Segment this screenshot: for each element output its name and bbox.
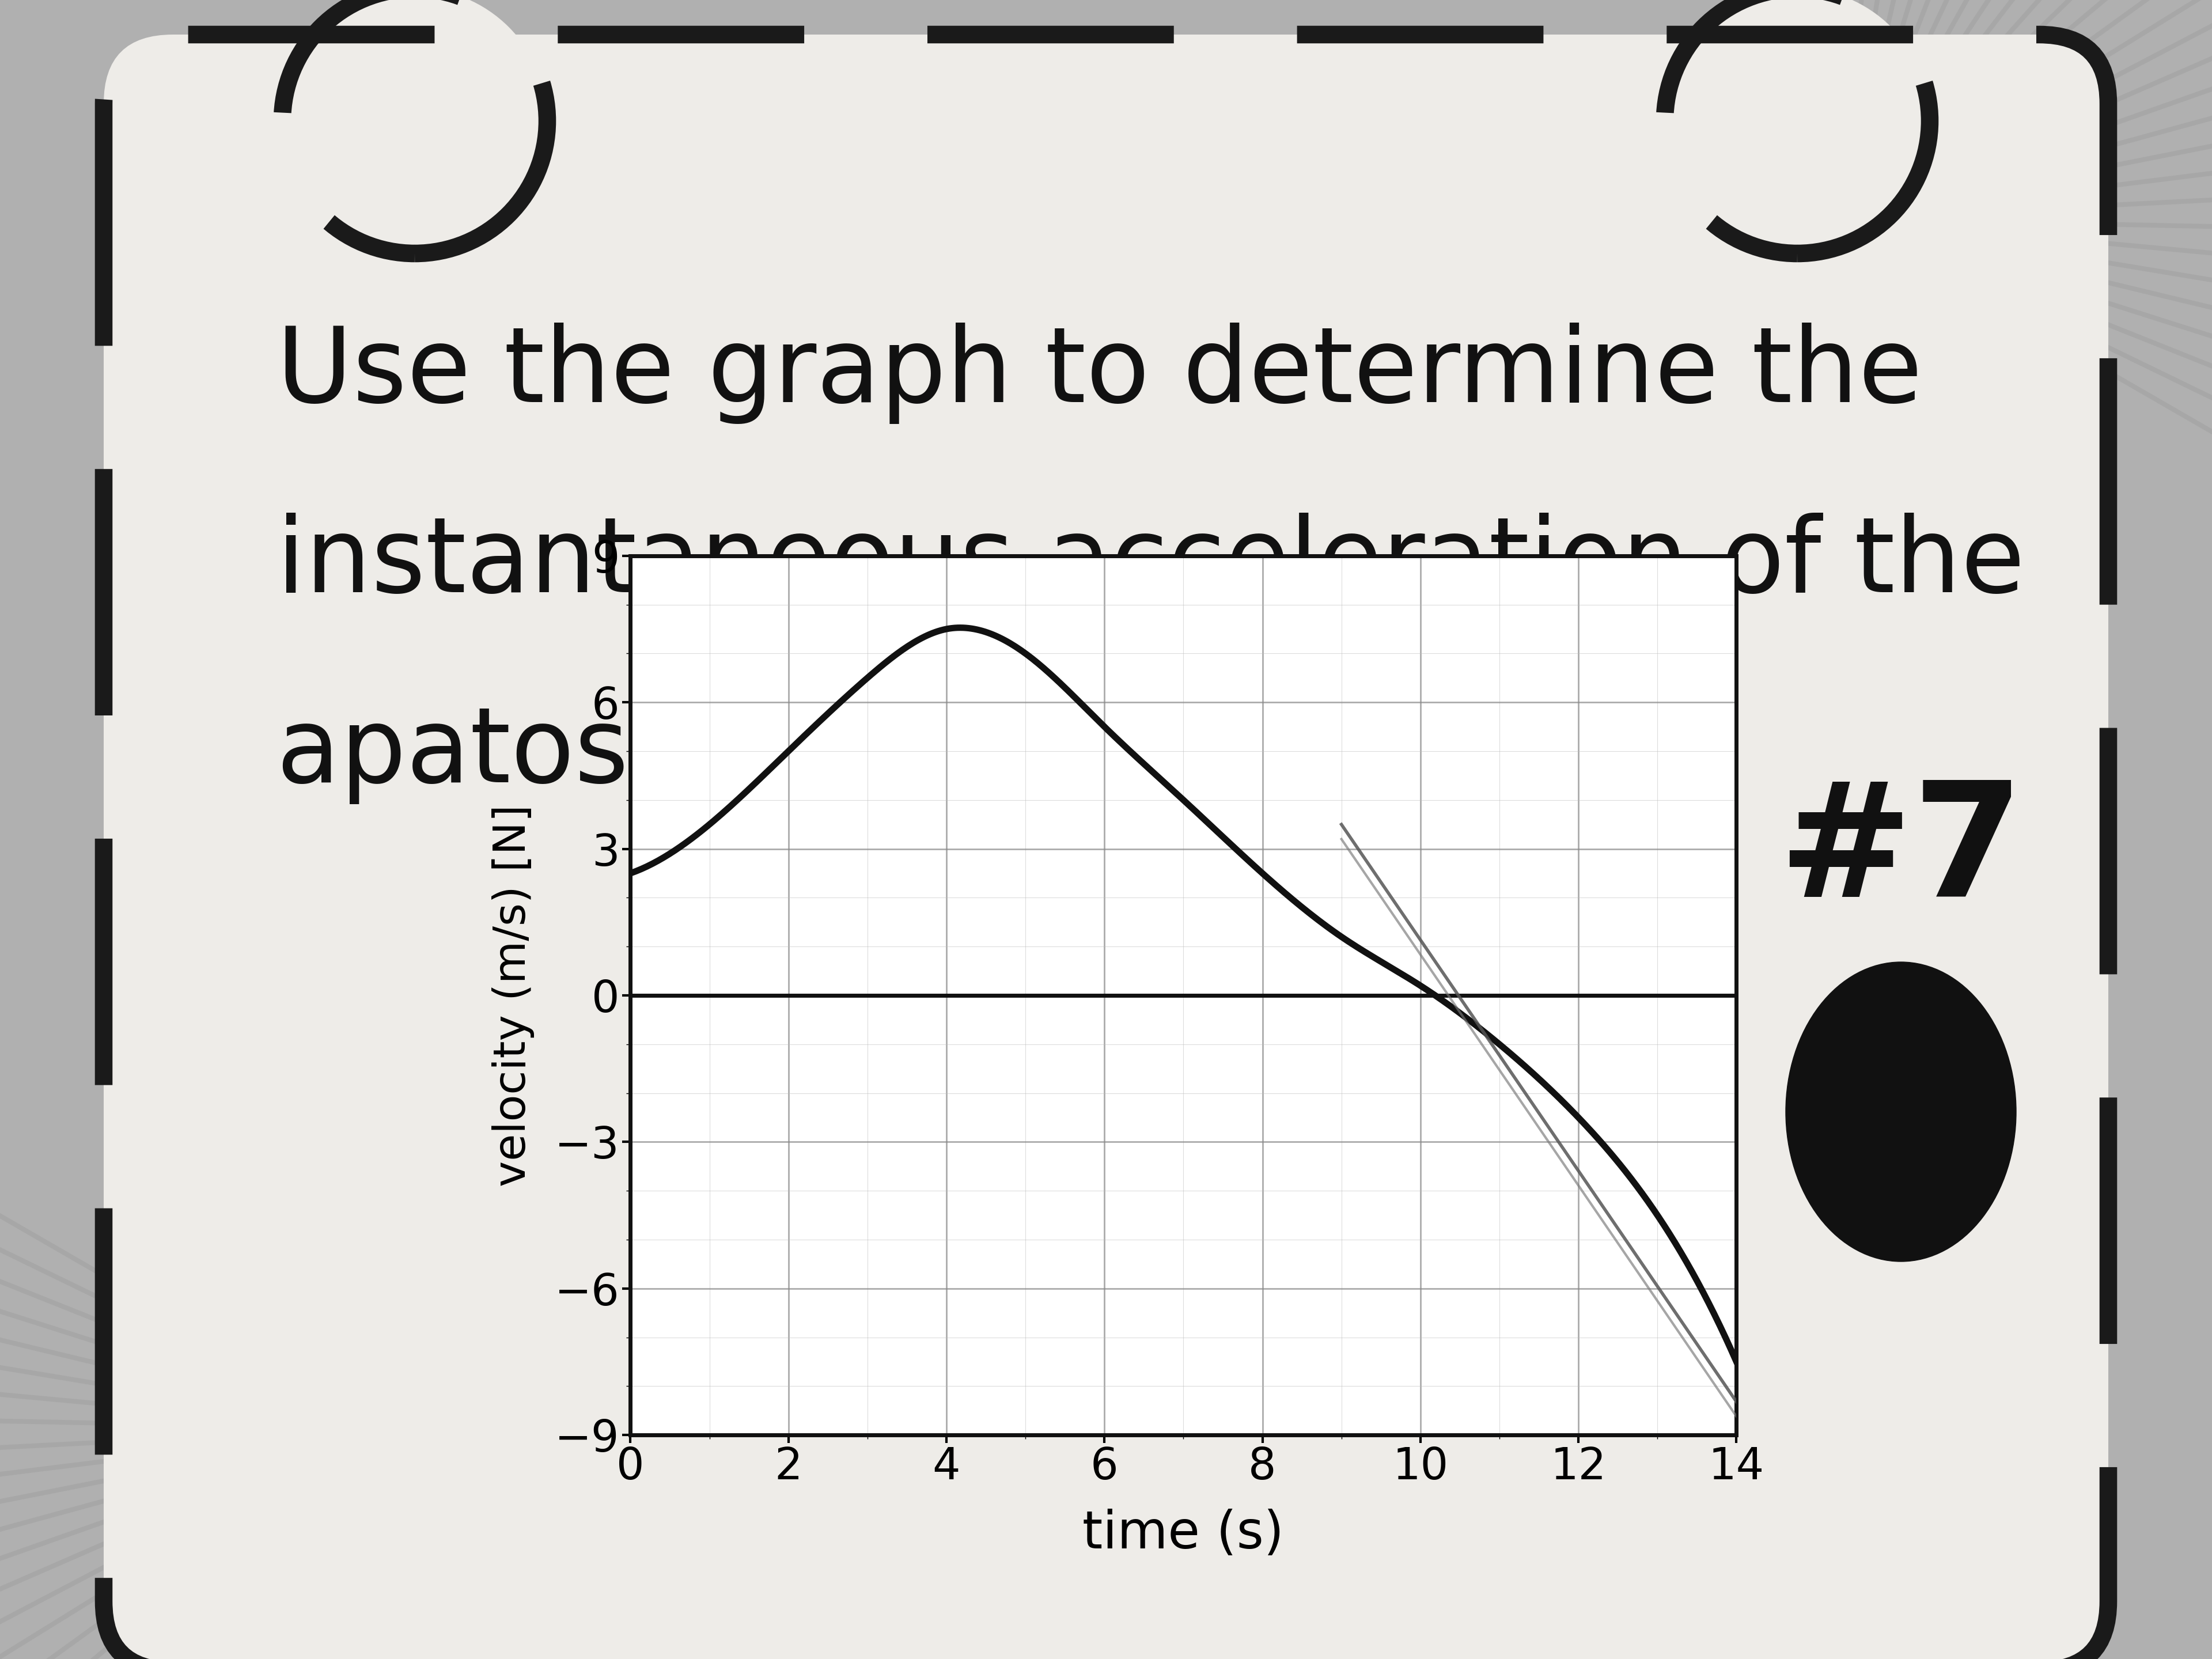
Text: instantaneous acceleration of the: instantaneous acceleration of the [276,513,2024,614]
Text: #7: #7 [1778,775,2024,931]
Text: Use the graph to determine the: Use the graph to determine the [276,322,1922,425]
FancyBboxPatch shape [104,35,2108,1659]
Ellipse shape [1785,962,2015,1261]
Y-axis label: velocity (m/s) [N]: velocity (m/s) [N] [491,805,535,1186]
Text: apatosaurus at t = 13 s.: apatosaurus at t = 13 s. [276,703,1540,805]
Circle shape [283,0,546,254]
X-axis label: time (s): time (s) [1082,1508,1285,1559]
Circle shape [1666,0,1929,254]
